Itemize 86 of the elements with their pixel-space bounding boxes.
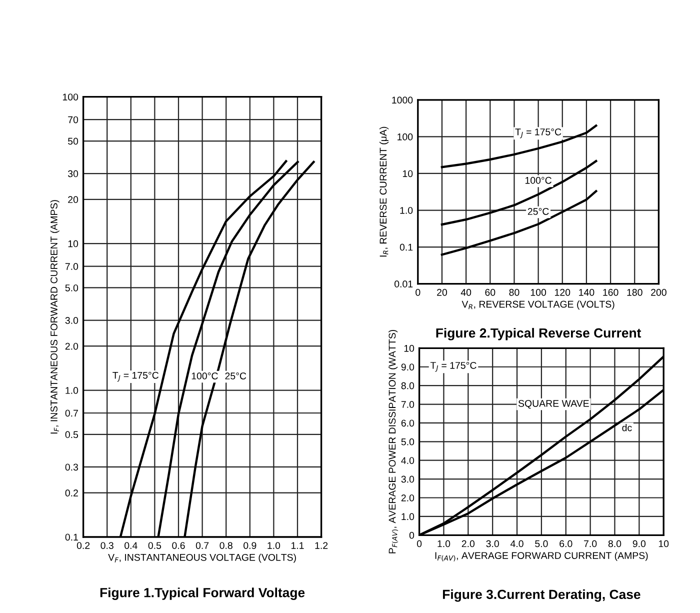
y-tick-label: 30 bbox=[68, 170, 78, 178]
x-tick-label: 3.0 bbox=[486, 540, 499, 548]
x-tick-label: 160 bbox=[603, 288, 618, 296]
y-tick-label: 2.0 bbox=[65, 342, 78, 350]
annotation: 100°C bbox=[525, 176, 552, 184]
text: Figure 2.Typical Reverse Current bbox=[436, 328, 642, 340]
x-tick-label: 1.2 bbox=[315, 542, 328, 549]
y-tick-label: 0.1 bbox=[65, 534, 78, 541]
x-tick-label: 0.3 bbox=[100, 542, 114, 549]
x-tick-label: 0.9 bbox=[244, 542, 256, 549]
x-tick-label: 1.0 bbox=[268, 542, 280, 549]
line-series bbox=[440, 190, 598, 256]
line-series bbox=[440, 160, 598, 226]
x-tick-label: 40 bbox=[460, 288, 472, 296]
y-tick-label: 8.0 bbox=[401, 382, 414, 390]
y-tick-label: 6.0 bbox=[401, 420, 414, 427]
x-axis-title: V$_{F}$, INSTANTANEOUS VOLTAGE (VOLTS) bbox=[108, 554, 296, 563]
y-tick-label: 7.0 bbox=[401, 401, 414, 408]
x-tick-label: 0.7 bbox=[196, 542, 209, 549]
x-tick-label: 0.4 bbox=[124, 542, 138, 549]
y-tick-label: 0.5 bbox=[65, 431, 78, 438]
x-tick-label: 0.2 bbox=[76, 542, 90, 549]
y-tick-label: 1.0 bbox=[66, 387, 78, 394]
x-tick-label: 100 bbox=[530, 288, 546, 296]
y-tick-label: 1000 bbox=[392, 96, 413, 104]
x-tick-label: 60 bbox=[485, 288, 496, 296]
y-tick-label: 0.3 bbox=[65, 464, 78, 471]
x-tick-label: 120 bbox=[555, 288, 570, 296]
y-tick-label: 4.0 bbox=[401, 457, 414, 464]
y-tick-label: 10 bbox=[68, 240, 78, 248]
y-tick-label: 2.0 bbox=[401, 494, 414, 502]
y-tick-label: 0 bbox=[409, 532, 414, 539]
x-axis-title: I$_{F(AV)}$, AVERAGE FORWARD CURRENT (AMPS) bbox=[435, 552, 648, 562]
x-tick-label: 0.5 bbox=[148, 542, 162, 549]
y-tick-label: 0.7 bbox=[65, 410, 78, 417]
y-tick-label: 5.0 bbox=[401, 438, 414, 446]
x-tick-label: 2.0 bbox=[462, 540, 475, 548]
x-tick-label: 5.0 bbox=[535, 540, 548, 548]
y-tick-label: 10 bbox=[404, 344, 414, 352]
y-tick-label: 20 bbox=[68, 196, 78, 204]
x-tick-label: 20 bbox=[437, 288, 448, 296]
y-tick-label: 100 bbox=[62, 94, 78, 100]
annotation: 25°C bbox=[528, 208, 549, 215]
y-tick-label: 9.0 bbox=[401, 364, 414, 370]
y-tick-label: 3.0 bbox=[401, 476, 414, 483]
y-tick-label: 0.2 bbox=[65, 490, 78, 496]
x-tick-label: 6.0 bbox=[560, 540, 572, 548]
x-tick-label: 1.0 bbox=[438, 540, 450, 548]
x-tick-label: 0.8 bbox=[220, 542, 232, 549]
annotation: T$_{J}$ = 175°C bbox=[430, 362, 476, 372]
y-tick-label: 50 bbox=[68, 138, 78, 145]
y-axis-title: I$_{R}$, REVERSE CURRENT (μA) bbox=[379, 126, 389, 257]
text: Figure 3.Current Derating, Case bbox=[442, 589, 640, 602]
x-tick-label: 8.0 bbox=[608, 540, 622, 548]
x-tick-label: 180 bbox=[627, 288, 642, 296]
y-tick-label: 100 bbox=[398, 133, 413, 140]
y-tick-label: 3.0 bbox=[65, 317, 78, 324]
text: Figure 1.Typical Forward Voltage bbox=[100, 588, 305, 600]
annotation: SQUARE WAVE bbox=[518, 400, 589, 409]
x-tick-label: 9.0 bbox=[632, 540, 646, 548]
y-axis-title: P$_{F(AV)}$, AVERAGE POWER DISSIPATION (WATTS) bbox=[388, 330, 398, 554]
annotation: T$_{J}$ = 175°C bbox=[112, 372, 159, 382]
y-tick-label: 0.01 bbox=[394, 280, 413, 288]
x-tick-label: 4.0 bbox=[510, 540, 524, 548]
x-tick-label: 0.6 bbox=[172, 542, 185, 549]
y-tick-label: 7.0 bbox=[65, 263, 78, 270]
x-tick-label: 7.0 bbox=[584, 540, 597, 548]
x-tick-label: 1.1 bbox=[291, 542, 304, 549]
x-axis-title: V$_{R}$, REVERSE VOLTAGE (VOLTS) bbox=[462, 300, 614, 310]
x-tick-label: 200 bbox=[651, 288, 666, 296]
x-tick-label: 80 bbox=[509, 288, 520, 296]
y-tick-label: 1.0 bbox=[402, 513, 414, 520]
y-tick-label: 10 bbox=[402, 170, 413, 178]
annotation: 100°C bbox=[192, 372, 218, 380]
x-tick-label: 0 bbox=[416, 540, 422, 548]
line-series bbox=[440, 124, 598, 168]
y-tick-label: 70 bbox=[68, 116, 78, 124]
x-tick-label: 140 bbox=[579, 288, 594, 296]
y-axis-title: I$_{F}$, INSTANTANEOUS FORWARD CURRENT (AMPS) bbox=[50, 200, 60, 434]
annotation: 25°C bbox=[225, 372, 246, 380]
annotation: T$_{J}$ = 175°C bbox=[515, 128, 562, 138]
y-tick-label: 1.0 bbox=[400, 206, 413, 214]
annotation: dc bbox=[622, 424, 632, 432]
x-tick-label: 10 bbox=[658, 540, 669, 548]
x-tick-label: 0 bbox=[416, 288, 420, 296]
y-tick-label: 0.1 bbox=[400, 244, 413, 251]
